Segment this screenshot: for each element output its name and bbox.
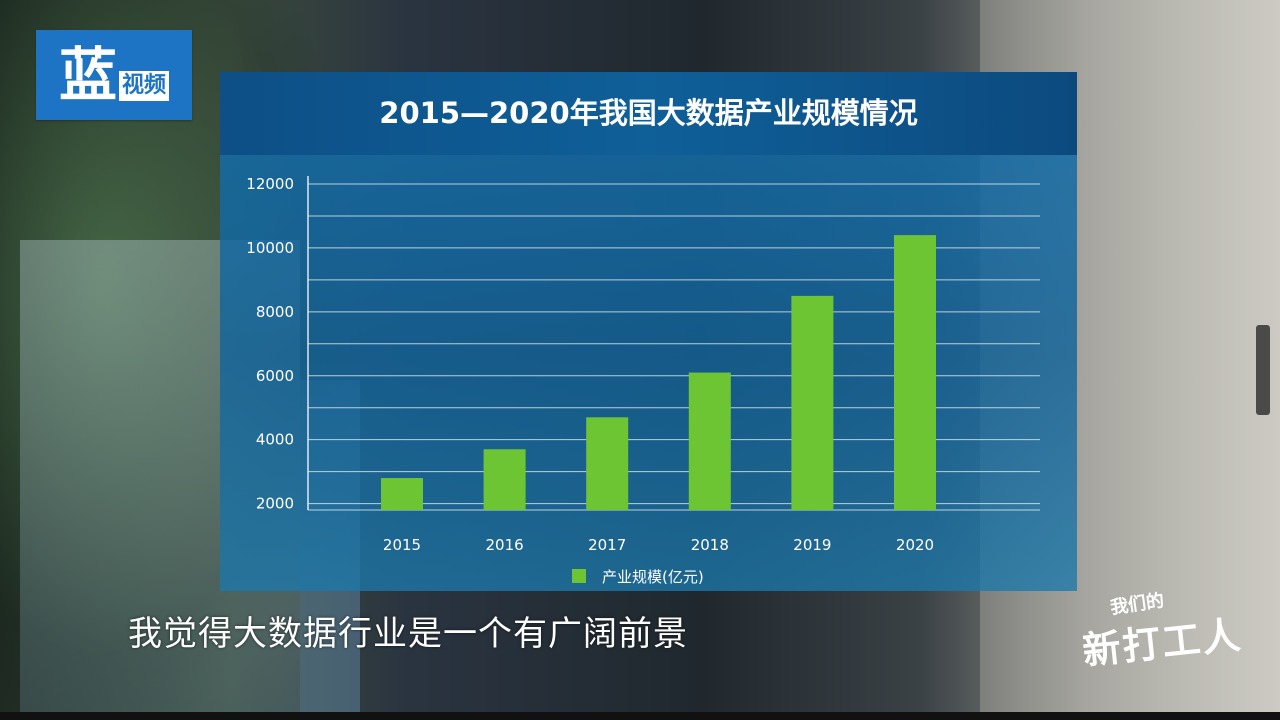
bottom-bar [0, 712, 1280, 720]
program-watermark: 我们的 新打工人 [1080, 582, 1245, 682]
channel-logo: 蓝 视频 [36, 30, 192, 120]
x-tick-label: 2020 [896, 536, 934, 554]
y-tick-label: 6000 [256, 367, 294, 385]
video-subtitle: 我觉得大数据行业是一个有广阔前景 [128, 614, 688, 654]
bar [483, 449, 526, 510]
watermark-main-text: 新打工人 [1080, 611, 1245, 674]
x-tick-label: 2016 [486, 536, 524, 554]
y-tick-label: 12000 [246, 175, 294, 193]
bar [791, 295, 834, 510]
legend-swatch [572, 569, 586, 583]
x-tick-label: 2015 [383, 536, 421, 554]
bar-chart: 2000 4000 6000 8000 10000 12000 2015 2016 2017 20… [246, 175, 1040, 586]
y-tick-label: 2000 [256, 495, 294, 513]
legend-label: 产业规模(亿元) [602, 568, 704, 586]
bar [586, 417, 629, 510]
x-tick-label: 2017 [588, 536, 626, 554]
bar [381, 478, 423, 510]
door-handle [1256, 325, 1270, 415]
x-tick-label: 2018 [691, 536, 729, 554]
x-tick-label: 2019 [793, 536, 831, 554]
y-tick-label: 10000 [246, 239, 294, 257]
logo-sub-text: 视频 [119, 71, 170, 101]
bar [688, 372, 731, 510]
chart-title: 2015—2020年我国大数据产业规模情况 [379, 96, 918, 130]
chart-panel: 2015—2020年我国大数据产业规模情况 2000 4000 6000 8000 10… [220, 72, 1077, 591]
logo-main-text: 蓝 [58, 41, 117, 109]
y-tick-label: 8000 [256, 303, 294, 321]
bar [894, 235, 936, 510]
chart-header [220, 72, 1077, 155]
y-tick-label: 4000 [256, 431, 294, 449]
